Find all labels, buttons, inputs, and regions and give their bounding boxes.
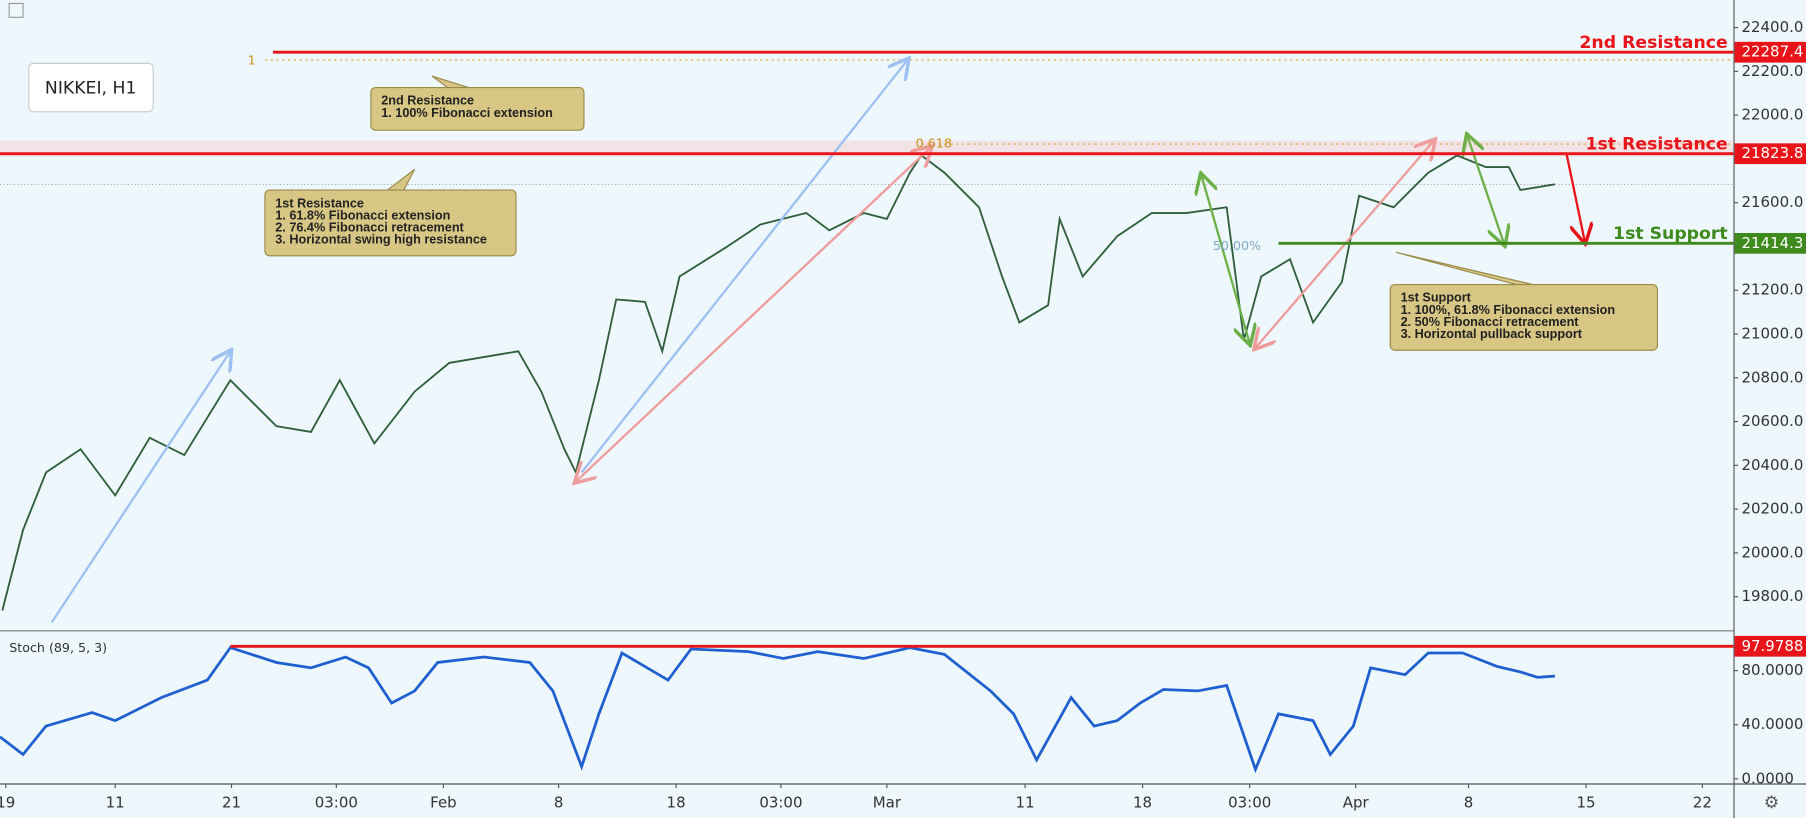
- symbol-box: [28, 62, 154, 113]
- x-tick-label: 11: [106, 794, 125, 812]
- arrow: [576, 147, 931, 481]
- callout-text: 2. 50% Fibonacci retracement: [1401, 315, 1580, 329]
- x-tick-label: 8: [1464, 794, 1474, 812]
- y-tick-label: 21600.0: [1742, 193, 1804, 211]
- series-line: [0, 645, 1556, 774]
- callout-text: 3. Horizontal pullback support: [1401, 327, 1583, 341]
- y-tick-label: 21200.0: [1742, 281, 1804, 299]
- level-value: 21823.8: [1742, 144, 1804, 162]
- callout-box: [1389, 283, 1658, 351]
- symbol-title: NIKKEI, H1: [45, 79, 137, 99]
- level-value: 22287.4: [1742, 43, 1804, 61]
- y-tick-label: 21000.0: [1742, 325, 1804, 343]
- y-tick-label: 20000.0: [1742, 543, 1804, 561]
- level-tag: [1734, 41, 1806, 63]
- y-tick-label: 0.0000: [1742, 769, 1794, 787]
- arrow: [50, 351, 231, 623]
- arrow: [1565, 152, 1584, 242]
- indicator-title: Stoch (89, 5, 3): [9, 640, 107, 655]
- x-tick-label: Feb: [430, 794, 457, 812]
- callout-text: 1. 61.8% Fibonacci extension: [275, 208, 450, 222]
- callout-box: [370, 86, 585, 131]
- y-tick-label: 20800.0: [1742, 368, 1804, 386]
- x-tick-label: 11: [1016, 794, 1035, 812]
- y-tick-label: 80.0000: [1742, 661, 1804, 679]
- callout-text: 1. 100%, 61.8% Fibonacci extension: [1401, 303, 1616, 317]
- x-tick-label: 03:00: [1228, 794, 1271, 812]
- level-value: 97.9788: [1742, 637, 1804, 655]
- arrows: [50, 60, 1585, 623]
- callout-text: 1st Resistance: [275, 196, 364, 210]
- level-tag: [1734, 635, 1806, 657]
- settings-icon[interactable]: ⚙: [1764, 793, 1779, 813]
- x-tick-label: Apr: [1343, 794, 1370, 812]
- x-tick-label: Mar: [873, 794, 902, 812]
- y-tick-label: 22400.0: [1742, 18, 1804, 36]
- level-value: 21414.3: [1742, 234, 1804, 252]
- y-tick-label: 20600.0: [1742, 412, 1804, 430]
- callout-text: 1. 100% Fibonacci extension: [381, 106, 553, 120]
- y-tick-label: 40.0000: [1742, 715, 1804, 733]
- callout-text: 3. Horizontal swing high resistance: [275, 233, 487, 247]
- level-name: 1st Support: [1613, 224, 1728, 244]
- level-name: 1st Resistance: [1586, 134, 1728, 154]
- y-tick-label: 20200.0: [1742, 500, 1804, 518]
- x-tick-label: 18: [667, 794, 686, 812]
- y-tick-label: 22200.0: [1742, 62, 1804, 80]
- callout-text: 2nd Resistance: [381, 94, 474, 108]
- level-tag: [1734, 143, 1806, 165]
- callout-text: 2. 76.4% Fibonacci retracement: [275, 220, 464, 234]
- y-tick-label: 19800.0: [1742, 587, 1804, 605]
- fib-label: 50.00%: [1213, 238, 1261, 253]
- x-tick-label: 19: [0, 794, 15, 812]
- callout-box: [264, 189, 517, 257]
- arrow: [1201, 175, 1249, 343]
- x-tick-label: 03:00: [315, 794, 358, 812]
- fib-label: 1: [248, 53, 256, 68]
- level-tag: [1734, 232, 1806, 254]
- x-tick-label: 22: [1693, 794, 1712, 812]
- fib-label: 0.618: [916, 136, 952, 151]
- y-tick-label: 22000.0: [1742, 106, 1804, 124]
- x-tick-label: 8: [554, 794, 564, 812]
- x-tick-label: 21: [222, 794, 241, 812]
- y-tick-label: 20400.0: [1742, 456, 1804, 474]
- icon[interactable]: [8, 2, 24, 18]
- x-tick-label: 15: [1576, 794, 1595, 812]
- callout-text: 1st Support: [1401, 291, 1472, 305]
- x-tick-label: 03:00: [759, 794, 802, 812]
- level-name: 2nd Resistance: [1579, 33, 1727, 53]
- x-tick-label: 18: [1133, 794, 1152, 812]
